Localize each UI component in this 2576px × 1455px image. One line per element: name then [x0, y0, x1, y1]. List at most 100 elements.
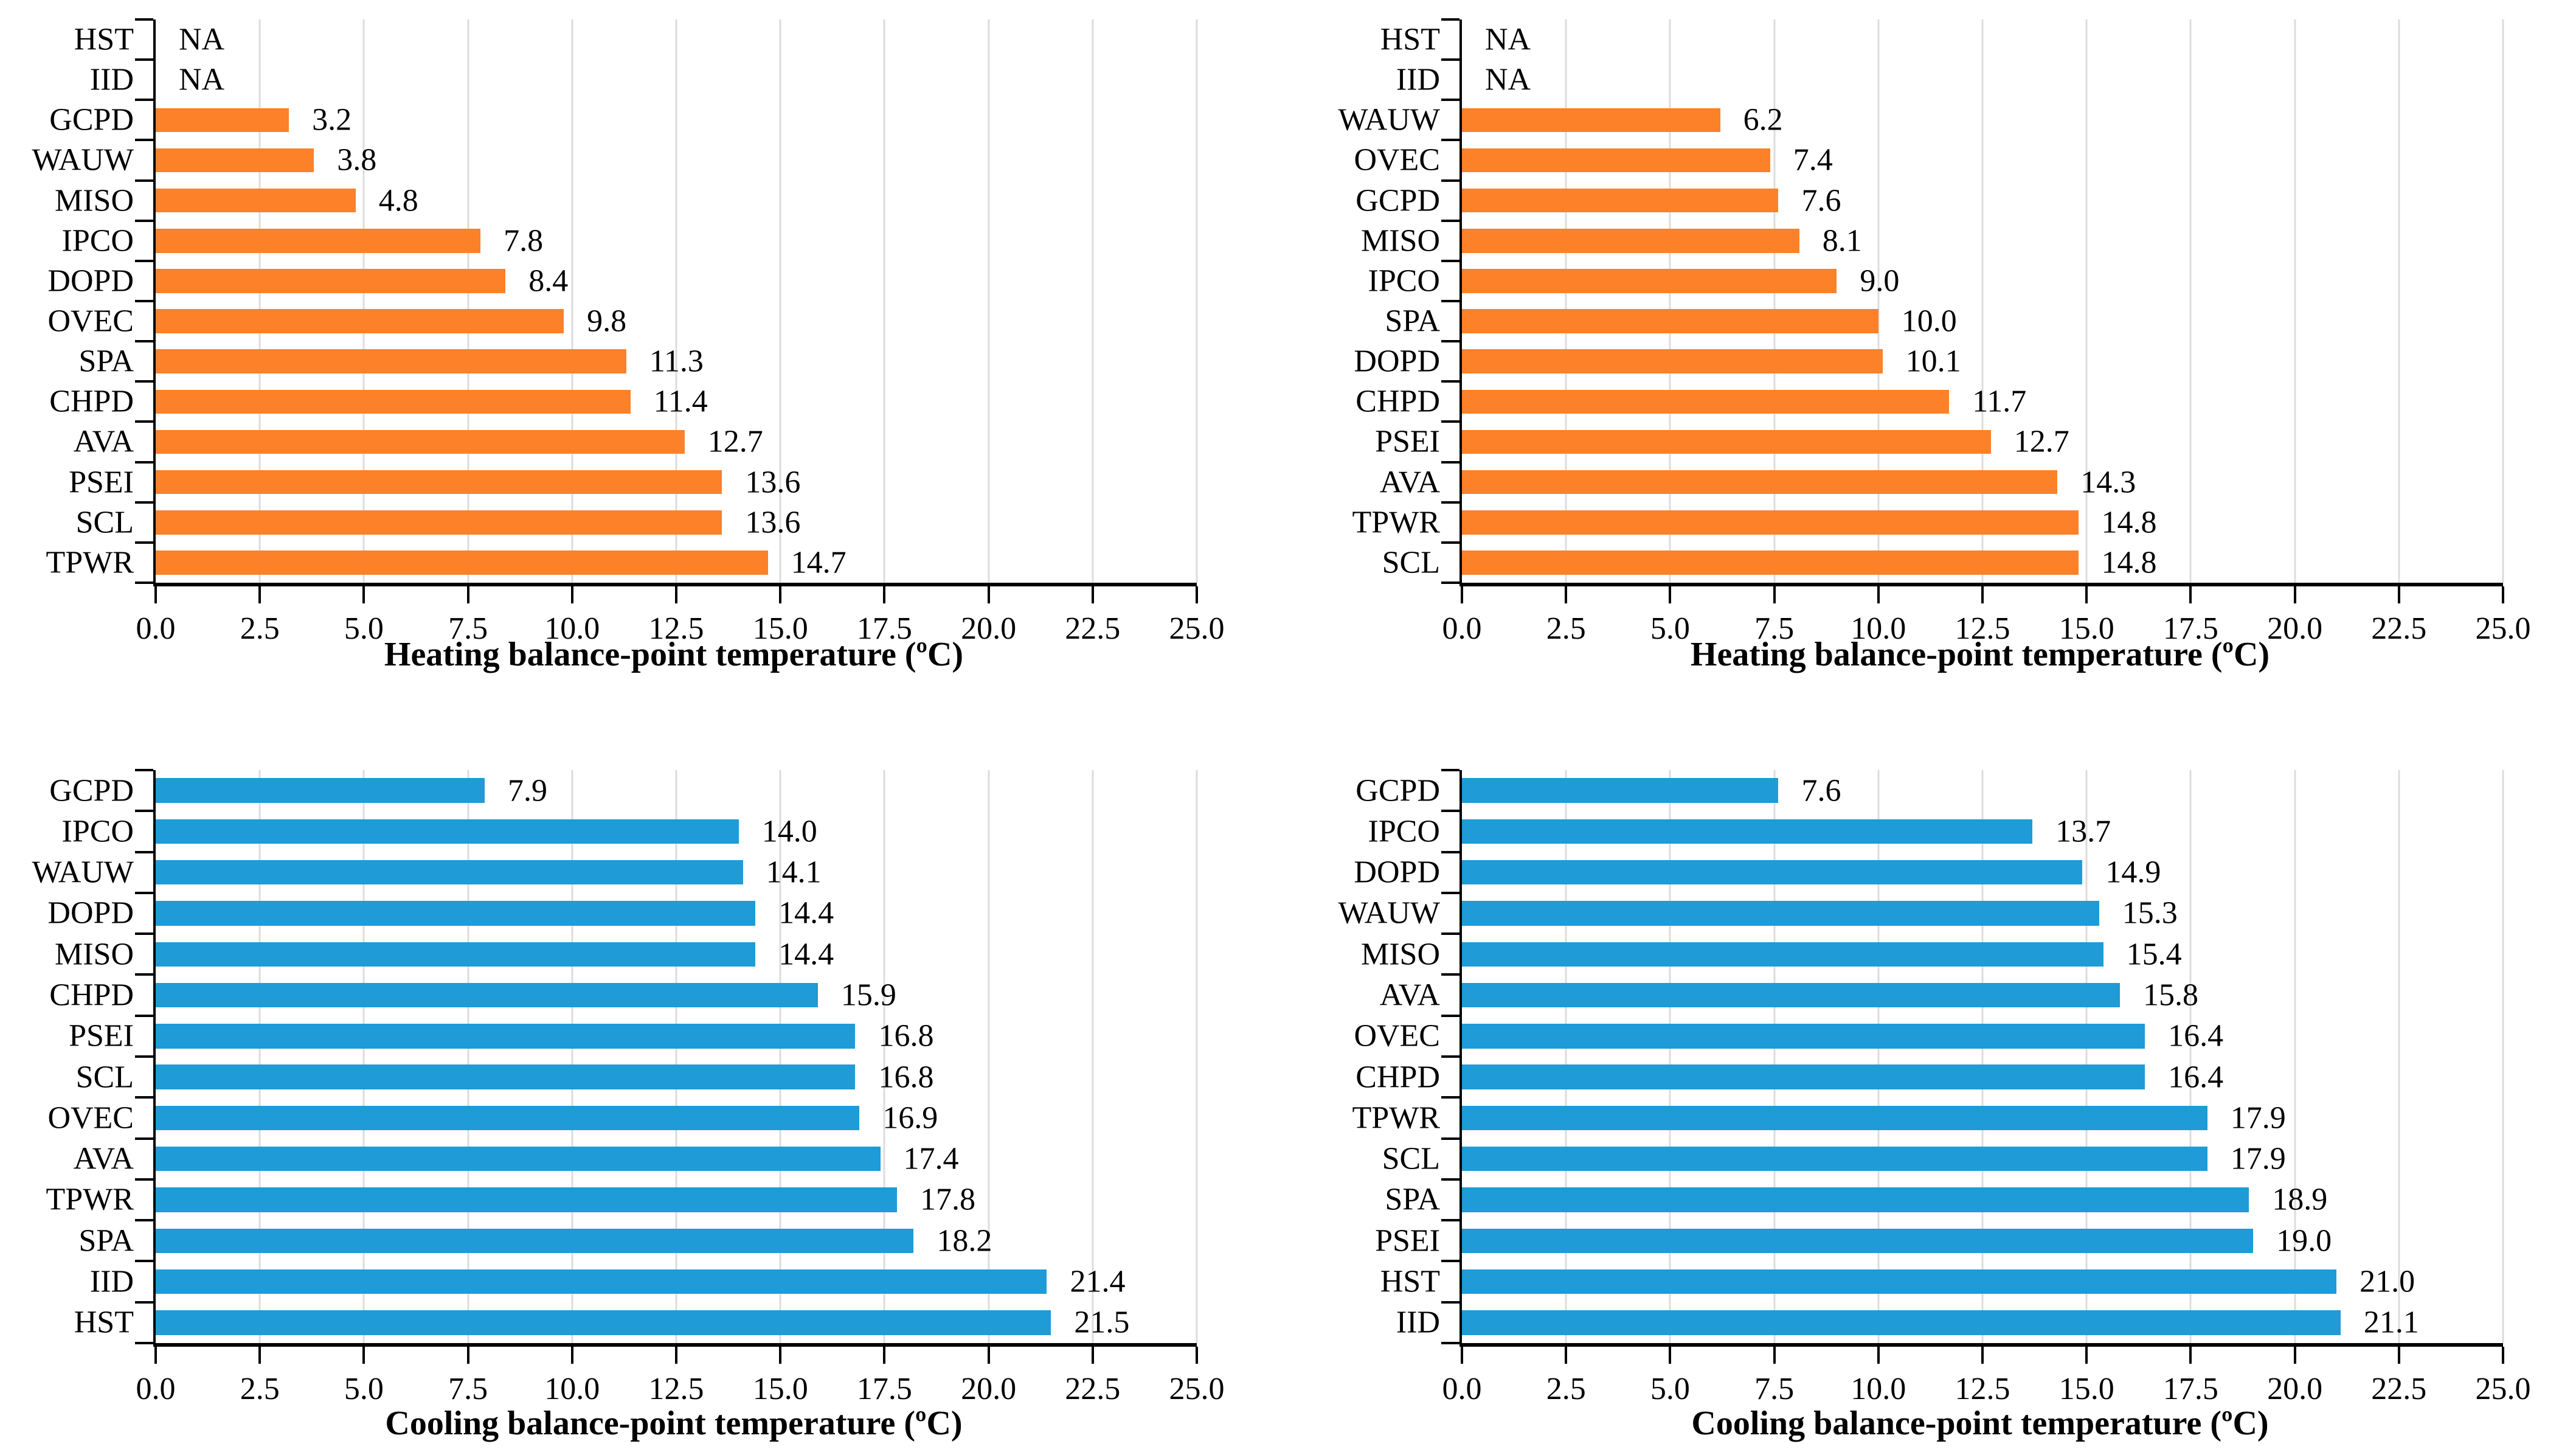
bar-row: CHPD 11.7	[1356, 381, 2503, 422]
x-tick-label: 15.0	[752, 611, 808, 646]
y-axis-tick	[1441, 1260, 1459, 1263]
x-tick-label: 20.0	[961, 1372, 1017, 1406]
bar	[156, 429, 685, 454]
gridline	[2502, 19, 2504, 583]
value-label: 7.4	[1793, 142, 1833, 178]
category-label: MISO	[1360, 223, 1440, 259]
y-axis-tick	[135, 810, 153, 813]
value-label: 13.7	[2055, 814, 2111, 849]
bar	[156, 269, 506, 293]
y-axis-tick	[1441, 973, 1459, 976]
value-label: 11.3	[649, 344, 704, 379]
category-label: PSEI	[1375, 1223, 1440, 1259]
x-tick-label: 0.0	[136, 611, 176, 646]
y-axis-tick	[1441, 769, 1459, 771]
x-tick-label: 15.0	[752, 1372, 808, 1406]
value-label: 15.3	[2122, 895, 2178, 931]
gridline	[1773, 770, 1776, 1343]
category-label: IID	[1396, 1305, 1440, 1340]
bar-row: TPWR 14.8	[1352, 502, 2503, 543]
bar	[1462, 778, 1779, 803]
x-axis-tick	[1196, 586, 1198, 603]
bar	[1462, 982, 2120, 1008]
bar-row: SPA 18.9	[1385, 1179, 2503, 1220]
x-axis-title: Cooling balance-point temperature (ºC)	[385, 1405, 963, 1442]
bar	[156, 1147, 881, 1172]
value-label: 7.6	[1801, 183, 1841, 218]
y-axis-tick	[135, 99, 153, 102]
y-axis-tick	[1441, 300, 1459, 302]
value-label: 7.6	[1801, 773, 1841, 808]
x-axis-tick	[987, 1347, 990, 1364]
bar	[156, 1064, 856, 1089]
category-label: GCPD	[49, 102, 134, 137]
category-label: OVEC	[1354, 142, 1440, 178]
category-label: CHPD	[1356, 1060, 1440, 1095]
x-axis-tick	[258, 1347, 261, 1364]
value-label: 14.4	[778, 937, 834, 972]
bar	[1462, 389, 1950, 414]
value-label: NA	[1485, 62, 1531, 97]
gridline	[779, 770, 781, 1343]
x-tick-label: 22.5	[1065, 1372, 1121, 1406]
bar	[1462, 108, 1720, 133]
gridline	[362, 19, 365, 583]
bar-row: AVA 17.4	[74, 1139, 1197, 1179]
chart-heating-right: 0.0 2.5 5.0 7.5 10.0 12.5 15.0 17.5 20.0 22.5 25.0…	[1288, 0, 2576, 728]
category-label: AVA	[1379, 465, 1440, 500]
category-label: IPCO	[61, 814, 134, 849]
bar-row: SCL 16.8	[76, 1057, 1197, 1097]
bar	[1462, 309, 1878, 333]
bar-row: MISO 15.4	[1361, 934, 2503, 974]
gridline	[258, 770, 261, 1343]
gridline	[779, 19, 781, 583]
bar	[156, 148, 314, 173]
value-label: 18.9	[2272, 1182, 2328, 1217]
x-tick-label: 0.0	[136, 1372, 176, 1406]
gridline	[1877, 19, 1880, 583]
bar-row: IPCO 14.0	[62, 811, 1197, 852]
value-label: 7.9	[507, 773, 547, 808]
gridline	[1773, 19, 1776, 583]
x-tick-label: 15.0	[2058, 1372, 2114, 1406]
gridline	[883, 19, 885, 583]
gridline	[1565, 19, 1567, 583]
gridline	[1981, 770, 1984, 1343]
category-label: WAUW	[32, 855, 134, 890]
x-tick-label: 25.0	[2475, 1372, 2531, 1406]
category-label: TPWR	[46, 1182, 134, 1217]
x-axis-tick	[2397, 586, 2400, 603]
chart-heating-left: 0.0 2.5 5.0 7.5 10.0 12.5 15.0 17.5 20.0 22.5 25.0…	[0, 0, 1288, 728]
value-label: 15.8	[2142, 978, 2198, 1013]
category-label: TPWR	[46, 545, 134, 580]
y-axis-tick	[135, 1055, 153, 1058]
x-tick-label: 25.0	[1169, 611, 1225, 646]
bar	[1462, 942, 2103, 967]
gridline	[2398, 770, 2400, 1343]
category-label: SPA	[1385, 1182, 1440, 1217]
x-tick-label: 15.0	[2058, 611, 2114, 646]
value-label: 13.6	[745, 465, 801, 500]
gridline	[571, 770, 573, 1343]
gridline	[1669, 770, 1671, 1343]
value-label: 3.8	[337, 142, 377, 178]
bar-row: SPA 10.0	[1385, 301, 2503, 341]
category-label: TPWR	[1352, 1100, 1440, 1136]
category-label: SPA	[78, 1223, 134, 1259]
value-label: 17.9	[2230, 1100, 2286, 1136]
value-label: 7.8	[504, 223, 544, 259]
x-tick-label: 25.0	[2475, 611, 2531, 646]
x-axis-tick	[466, 1347, 469, 1364]
value-label: 9.8	[587, 304, 627, 339]
y-axis-tick	[1441, 340, 1459, 343]
x-axis-tick	[1773, 1347, 1776, 1364]
bar-row: GCPD 3.2	[49, 100, 1197, 140]
x-axis-tick	[883, 586, 886, 603]
value-label: 21.5	[1074, 1305, 1130, 1340]
bar-row: WAUW 14.1	[32, 852, 1197, 893]
bar	[1462, 550, 2079, 575]
gridline	[1981, 19, 1984, 583]
y-axis-tick	[135, 850, 153, 853]
bar	[156, 510, 722, 535]
gridline	[467, 19, 469, 583]
